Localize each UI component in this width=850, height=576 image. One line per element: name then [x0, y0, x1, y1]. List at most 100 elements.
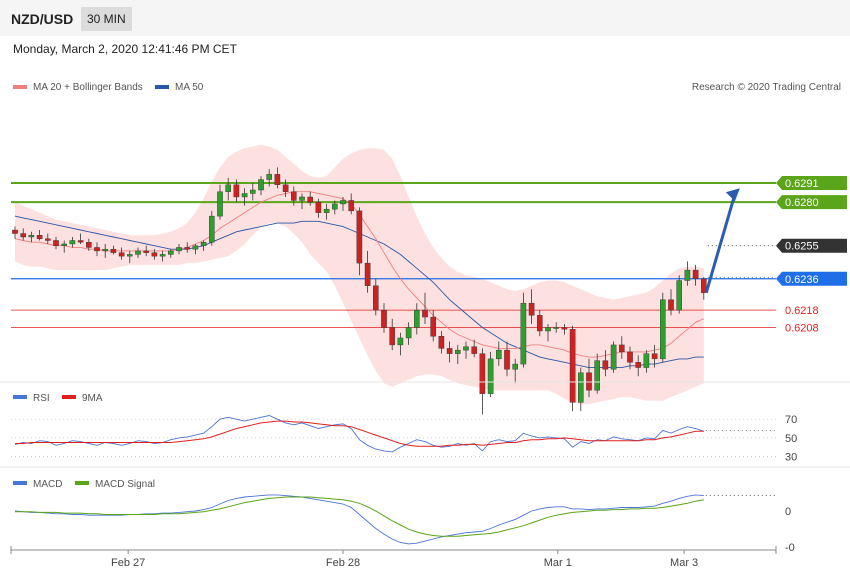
candle-body — [356, 210, 363, 264]
rsi-ma-legend-swatch — [62, 395, 76, 399]
candle-body — [159, 254, 166, 257]
candle-body — [110, 248, 117, 253]
candle-body — [167, 250, 174, 255]
ma20-legend-label: MA 20 + Bollinger Bands — [33, 82, 143, 93]
candle-body — [405, 327, 412, 339]
candle-body — [208, 215, 215, 243]
candle-body — [274, 174, 281, 185]
macd-signal-legend-label: MACD Signal — [95, 479, 155, 490]
candle-body — [373, 285, 379, 311]
candle-body — [455, 349, 461, 354]
candle-body — [332, 203, 338, 210]
x-axis-ticks: Feb 27 Feb 28 Mar 1 Mar 3 — [10, 546, 777, 569]
candle-body — [578, 372, 584, 403]
candle-body — [315, 201, 322, 213]
candle-body — [528, 302, 535, 316]
rsi-ma-legend-label: 9MA — [82, 393, 103, 404]
candle-body — [266, 174, 273, 180]
candle-body — [569, 329, 576, 403]
candle-body — [446, 348, 453, 354]
credit-text: Research © 2020 Trading Central — [692, 82, 841, 93]
candle-body — [545, 327, 551, 332]
candle-body — [291, 191, 297, 201]
candle-body — [668, 299, 674, 311]
candle-body — [463, 346, 469, 351]
candle-body — [397, 337, 404, 346]
candle-body — [602, 360, 609, 370]
ma50-legend-swatch — [155, 85, 169, 89]
candle-body — [627, 351, 633, 363]
macd-signal-legend-swatch — [75, 481, 89, 485]
candle-body — [36, 235, 43, 239]
level-tag-0.6236: 0.6236 — [785, 274, 819, 286]
instrument-title: NZD/USD — [11, 11, 74, 27]
candle-body — [594, 360, 600, 391]
x-tick-label: Mar 3 — [670, 557, 698, 569]
candle-body — [438, 336, 445, 349]
candle-body — [225, 184, 232, 192]
level-tag-0.6255: 0.6255 — [785, 241, 819, 253]
macd-line — [14, 494, 704, 545]
candle-body — [258, 179, 264, 191]
candle-body — [299, 196, 305, 201]
candle-body — [126, 254, 133, 257]
candle-body — [381, 309, 387, 328]
candle-body — [151, 252, 158, 257]
level-tag-0.6208: 0.6208 — [785, 323, 819, 335]
candle-body — [200, 242, 207, 246]
candle-body — [340, 200, 346, 205]
candle-body — [12, 229, 18, 234]
candle-body — [660, 299, 666, 360]
candle-body — [102, 248, 108, 252]
candle-body — [282, 184, 289, 192]
candle-body — [323, 208, 330, 213]
rsi-line — [14, 415, 704, 453]
candle-body — [553, 327, 559, 329]
candle-body — [69, 240, 76, 245]
candle-body — [233, 184, 240, 198]
candle-body — [651, 353, 658, 360]
candle-body — [364, 262, 371, 286]
candle-body — [676, 280, 682, 311]
projection-arrow-shaft — [704, 193, 737, 294]
level-tags: 0.6291 0.6280 0.6255 0.6236 0.6218 0.6208 — [776, 176, 847, 335]
candle-body — [471, 346, 478, 354]
candle-body — [184, 247, 191, 250]
candle-body — [684, 269, 691, 281]
level-lines — [11, 182, 776, 328]
candle-body — [586, 372, 592, 391]
projection-arrow-head — [725, 188, 740, 202]
candle-body — [217, 191, 223, 217]
rsi-panel: 30 50 70 — [11, 414, 797, 464]
level-tag-0.6218: 0.6218 — [785, 305, 819, 317]
rsi-tick-label: 70 — [785, 414, 797, 426]
candle-body — [45, 238, 51, 241]
candle-body — [496, 349, 502, 360]
x-tick-label: Feb 27 — [111, 557, 145, 569]
candle-body — [85, 242, 92, 248]
candle-body — [118, 252, 125, 257]
chart-header: NZD/USD 30 MIN — [0, 0, 850, 36]
projection-arrow — [704, 188, 740, 294]
candle-body — [635, 362, 641, 368]
ma20-legend-swatch — [13, 85, 27, 89]
level-tag-0.6291: 0.6291 — [785, 178, 819, 190]
rsi-tick-label: 30 — [785, 452, 797, 464]
timeframe-button[interactable]: 30 MIN — [81, 7, 132, 31]
candle-body — [249, 189, 256, 194]
candle-body — [241, 193, 248, 198]
macd-tick-label: 0 — [785, 506, 791, 518]
candle-body — [422, 309, 428, 318]
macd-tick-label: -0 — [785, 542, 795, 554]
candle-body — [61, 243, 67, 246]
candle-body — [348, 200, 355, 212]
candle-body — [561, 327, 568, 330]
candle-body — [643, 353, 650, 368]
rsi-legend-swatch — [13, 395, 27, 399]
candle-body — [192, 245, 199, 250]
level-tag-bg-0.6280 — [776, 195, 847, 210]
macd-signal-line — [15, 496, 704, 537]
macd-legend-label: MACD — [33, 479, 62, 490]
candle-body — [692, 269, 699, 279]
